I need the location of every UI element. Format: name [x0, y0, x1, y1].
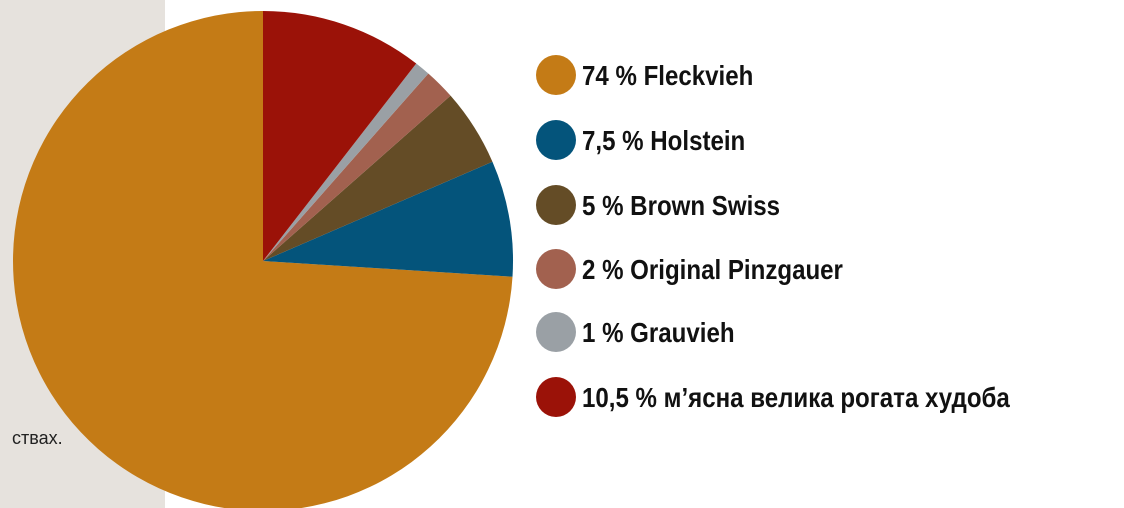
- pie-slice: [263, 11, 417, 261]
- legend-value: 2 %: [582, 254, 624, 285]
- legend-item: 5 % Brown Swiss: [536, 185, 812, 228]
- legend-text: 10,5 % м’ясна велика рогата худоба: [582, 375, 1124, 420]
- legend-item: 74 % Fleckvieh: [536, 55, 781, 98]
- legend-label: м’ясна велика рогата худоба: [663, 382, 1010, 413]
- legend-value: 10,5 %: [582, 382, 657, 413]
- side-text: ствах.: [12, 428, 63, 448]
- legend-item: 2 % Original Pinzgauer: [536, 249, 885, 292]
- legend-text: 2 % Original Pinzgauer: [582, 247, 843, 292]
- legend-text: 74 % Fleckvieh: [582, 53, 753, 98]
- pie-slice: [263, 95, 493, 262]
- legend-label: Grauvieh: [630, 317, 735, 348]
- pie-slice: [13, 11, 513, 508]
- legend-label: Holstein: [650, 125, 746, 156]
- legend-text: 7,5 % Holstein: [582, 118, 745, 163]
- legend-text: 5 % Brown Swiss: [582, 183, 780, 228]
- legend-item: 1 % Grauvieh: [536, 312, 759, 355]
- legend-dot: [536, 377, 576, 417]
- pie-slice: [263, 161, 513, 277]
- pie-slice: [263, 73, 451, 261]
- legend-value: 7,5 %: [582, 125, 644, 156]
- legend-dot: [536, 312, 576, 352]
- legend-label: Brown Swiss: [630, 190, 781, 221]
- legend-item: 7,5 % Holstein: [536, 120, 772, 163]
- legend-dot: [536, 249, 576, 289]
- legend-value: 74 %: [582, 60, 637, 91]
- legend-value: 1 %: [582, 317, 624, 348]
- legend-label: Fleckvieh: [643, 60, 754, 91]
- pie-slice: [263, 63, 429, 262]
- legend-dot: [536, 120, 576, 160]
- legend-dot: [536, 185, 576, 225]
- legend-text: 1 % Grauvieh: [582, 310, 735, 355]
- legend-label: Original Pinzgauer: [630, 254, 843, 285]
- legend-dot: [536, 55, 576, 95]
- legend-value: 5 %: [582, 190, 624, 221]
- legend-item: 10,5 % м’ясна велика рогата худоба: [536, 377, 1124, 420]
